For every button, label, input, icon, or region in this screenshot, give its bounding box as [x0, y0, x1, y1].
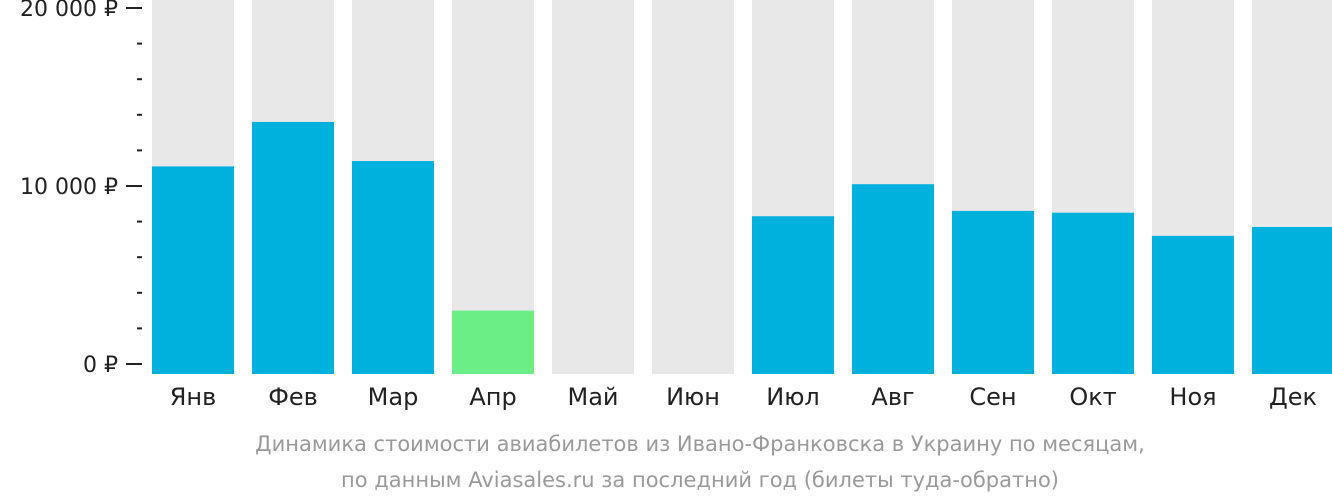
x-tick-label: Май [567, 383, 618, 411]
x-tick-label: Мар [368, 383, 419, 411]
bar-10[interactable] [1152, 235, 1234, 374]
bar-3[interactable] [452, 310, 534, 374]
chart-caption-line-2: по данным Aviasales.ru за последний год … [341, 468, 1059, 492]
bar-8[interactable] [952, 210, 1034, 374]
x-tick-label: Апр [469, 383, 516, 411]
bar-11[interactable] [1252, 226, 1332, 374]
y-tick-label: 10 000 ₽ [20, 175, 118, 200]
x-tick-label: Дек [1269, 383, 1317, 411]
x-tick-label: Июн [666, 383, 720, 411]
bar-2[interactable] [352, 161, 434, 374]
bar-background [652, 0, 734, 374]
chart-caption-line-1: Динамика стоимости авиабилетов из Ивано-… [255, 432, 1145, 456]
bar-6[interactable] [752, 216, 834, 374]
bar-0[interactable] [152, 166, 234, 374]
bar-chart: Янв Фев Мар Апр Май Июн Июл Авг Сен Окт Ноя Дек 0 ₽ 1… [20, 0, 1332, 411]
y-tick-label: 0 ₽ [83, 353, 118, 378]
x-tick-label: Ноя [1169, 383, 1216, 411]
x-tick-label: Июл [766, 383, 820, 411]
x-tick-label: Янв [170, 383, 217, 411]
bar-9[interactable] [1052, 212, 1134, 374]
x-tick-label: Окт [1069, 383, 1116, 411]
x-tick-label: Фев [268, 383, 318, 411]
bar-1[interactable] [252, 121, 334, 374]
bar-7[interactable] [852, 184, 934, 374]
bar-background [552, 0, 634, 374]
x-tick-label: Сен [969, 383, 1016, 411]
y-tick-label: 20 000 ₽ [20, 0, 118, 22]
x-tick-label: Авг [871, 383, 914, 411]
